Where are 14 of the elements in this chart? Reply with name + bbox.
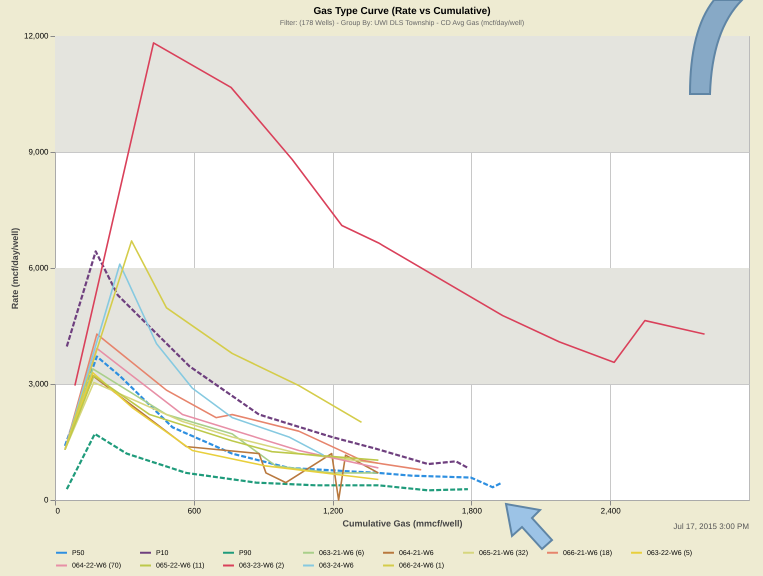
y-tick-label: 6,000: [28, 264, 50, 272]
x-tick-label: 2,400: [600, 506, 622, 516]
x-tick-label: 1,800: [462, 506, 482, 516]
y-tick-label: 12,000: [24, 32, 50, 40]
x-tick-label: 600: [188, 506, 202, 516]
text: Jul 17, 2015 3:00 PM: [673, 522, 749, 531]
x-axis-title: Cumulative Gas (mmcf/well): [342, 518, 463, 528]
x-tick-label: 0: [56, 506, 60, 516]
y-axis-title: Rate (mcf/day/well): [10, 228, 20, 310]
y-tick-label: 3,000: [28, 380, 50, 388]
chart-title: Gas Type Curve (Rate vs Cumulative): [313, 6, 491, 17]
x-tick-label: 1,200: [323, 506, 344, 516]
y-tick-label: 0: [44, 496, 50, 504]
y-tick-label: 9,000: [28, 148, 50, 156]
